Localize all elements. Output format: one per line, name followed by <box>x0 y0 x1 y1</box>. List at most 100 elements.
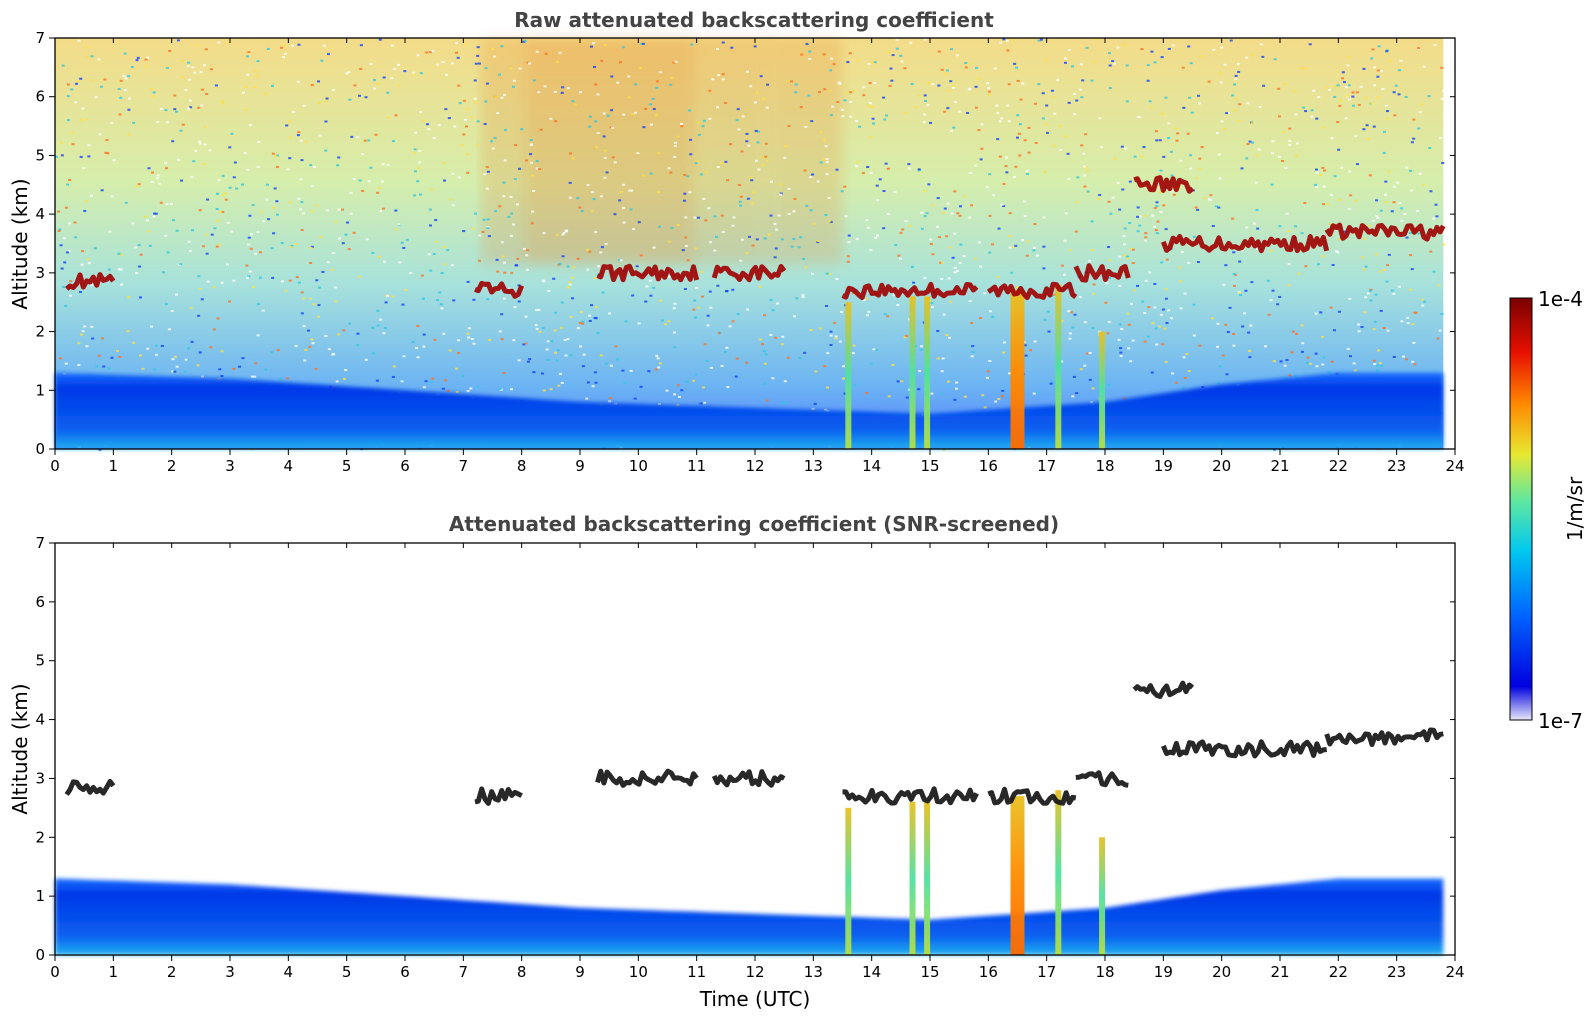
precipitation-shaft <box>1055 284 1062 449</box>
noise-column <box>480 38 522 265</box>
x-tick-label: 23 <box>1387 457 1406 475</box>
panel-title: Raw attenuated backscattering coefficien… <box>514 8 994 32</box>
x-tick-label: 11 <box>687 457 706 475</box>
colorbar-gradient <box>1509 297 1533 721</box>
x-tick-label: 16 <box>979 963 998 981</box>
cloud-layer <box>1324 727 1444 747</box>
y-tick-label: 4 <box>35 711 45 729</box>
cloud-layer <box>1161 739 1328 759</box>
x-tick-label: 1 <box>109 457 119 475</box>
x-tick-label: 18 <box>1095 457 1114 475</box>
x-tick-label: 2 <box>167 457 177 475</box>
y-tick-label: 3 <box>35 264 45 282</box>
x-tick-label: 3 <box>225 963 235 981</box>
panel-title: Attenuated backscattering coefficient (S… <box>449 512 1059 536</box>
cloud-layer <box>841 281 979 301</box>
x-tick-label: 9 <box>575 457 585 475</box>
x-tick-label: 24 <box>1445 963 1464 981</box>
x-tick-label: 21 <box>1270 963 1289 981</box>
noise-column <box>766 38 843 265</box>
precipitation-shaft <box>845 302 852 449</box>
x-tick-label: 21 <box>1270 457 1289 475</box>
y-tick-label: 6 <box>35 593 45 611</box>
x-tick-label: 10 <box>629 963 648 981</box>
cloud-layer <box>842 786 979 806</box>
cloud-layer <box>65 272 116 291</box>
x-tick-label: 11 <box>687 963 706 981</box>
cloud-layer <box>1132 680 1195 699</box>
colorbar-max-label: 1e-4 <box>1538 287 1583 311</box>
noise-column <box>696 38 767 265</box>
panel-screened: Attenuated backscattering coefficient (S… <box>8 512 1465 1011</box>
precipitation-shaft <box>1099 837 1106 955</box>
boundary-layer <box>55 878 1444 955</box>
x-tick-label: 7 <box>459 963 469 981</box>
x-tick-label: 20 <box>1212 963 1231 981</box>
x-tick-label: 20 <box>1212 457 1231 475</box>
axis-ticks: 0 1 2 3 4 5 6 7 8 9 10 11 12 13 14 15 16 17 18 19 20 21 22 23 24… <box>35 29 1464 475</box>
x-tick-label: 18 <box>1095 963 1114 981</box>
x-tick-label: 6 <box>400 457 410 475</box>
x-tick-label: 23 <box>1387 963 1406 981</box>
cloud-layer <box>987 786 1077 806</box>
cloud-layer <box>711 264 787 283</box>
x-tick-label: 19 <box>1154 963 1173 981</box>
x-tick-label: 16 <box>979 457 998 475</box>
x-tick-label: 13 <box>804 457 823 475</box>
y-tick-label: 7 <box>35 534 45 552</box>
x-tick-label: 12 <box>745 457 764 475</box>
colorbar: 1e-4 1e-7 1/m/sr <box>1509 287 1587 733</box>
precipitation-shaft <box>1010 796 1025 955</box>
x-tick-label: 14 <box>862 457 881 475</box>
cloud-layer <box>711 769 786 788</box>
y-tick-label: 0 <box>35 946 45 964</box>
x-tick-label: 5 <box>342 457 352 475</box>
cloud-layer <box>1160 234 1330 254</box>
cloud-layer <box>1073 263 1131 283</box>
cloud-layer <box>1075 770 1129 788</box>
y-tick-label: 5 <box>35 652 45 670</box>
noise-column <box>521 38 697 265</box>
precipitation-shaft <box>909 801 916 955</box>
heatmap-area <box>55 38 1446 451</box>
colorbar-min-label: 1e-7 <box>1538 709 1583 733</box>
x-tick-label: 24 <box>1445 457 1464 475</box>
y-axis-label: Altitude (km) <box>8 683 32 814</box>
x-tick-label: 15 <box>920 457 939 475</box>
precipitation-shaft <box>845 807 852 955</box>
precipitation-shaft <box>909 296 916 449</box>
x-tick-label: 2 <box>167 963 177 981</box>
x-tick-label: 8 <box>517 963 527 981</box>
cloud-layer <box>1133 175 1195 194</box>
y-tick-label: 0 <box>35 440 45 458</box>
cloud-layer <box>595 768 699 788</box>
x-tick-label: 12 <box>745 963 764 981</box>
cloud-layer <box>64 778 116 796</box>
x-tick-label: 0 <box>50 963 60 981</box>
x-tick-label: 0 <box>50 457 60 475</box>
x-tick-label: 3 <box>225 457 235 475</box>
y-axis-label: Altitude (km) <box>8 178 32 309</box>
x-tick-label: 22 <box>1329 963 1348 981</box>
heatmap-area <box>55 680 1444 955</box>
y-tick-label: 2 <box>35 828 45 846</box>
x-tick-label: 17 <box>1037 963 1056 981</box>
x-tick-label: 14 <box>862 963 881 981</box>
precipitation-shaft <box>1055 790 1062 955</box>
panel-raw: Raw attenuated backscattering coefficien… <box>8 8 1465 475</box>
x-tick-label: 4 <box>284 963 294 981</box>
x-axis-label: Time (UTC) <box>699 987 811 1011</box>
y-tick-label: 2 <box>35 323 45 341</box>
x-tick-label: 8 <box>517 457 527 475</box>
x-tick-label: 13 <box>804 963 823 981</box>
precipitation-shaft <box>924 296 931 449</box>
precipitation-shaft <box>1099 331 1106 449</box>
x-tick-label: 22 <box>1329 457 1348 475</box>
cloud-layer <box>474 786 523 806</box>
y-tick-label: 7 <box>35 29 45 47</box>
y-tick-label: 3 <box>35 769 45 787</box>
x-tick-label: 1 <box>109 963 119 981</box>
precipitation-shaft <box>1010 290 1025 449</box>
x-tick-label: 4 <box>284 457 294 475</box>
